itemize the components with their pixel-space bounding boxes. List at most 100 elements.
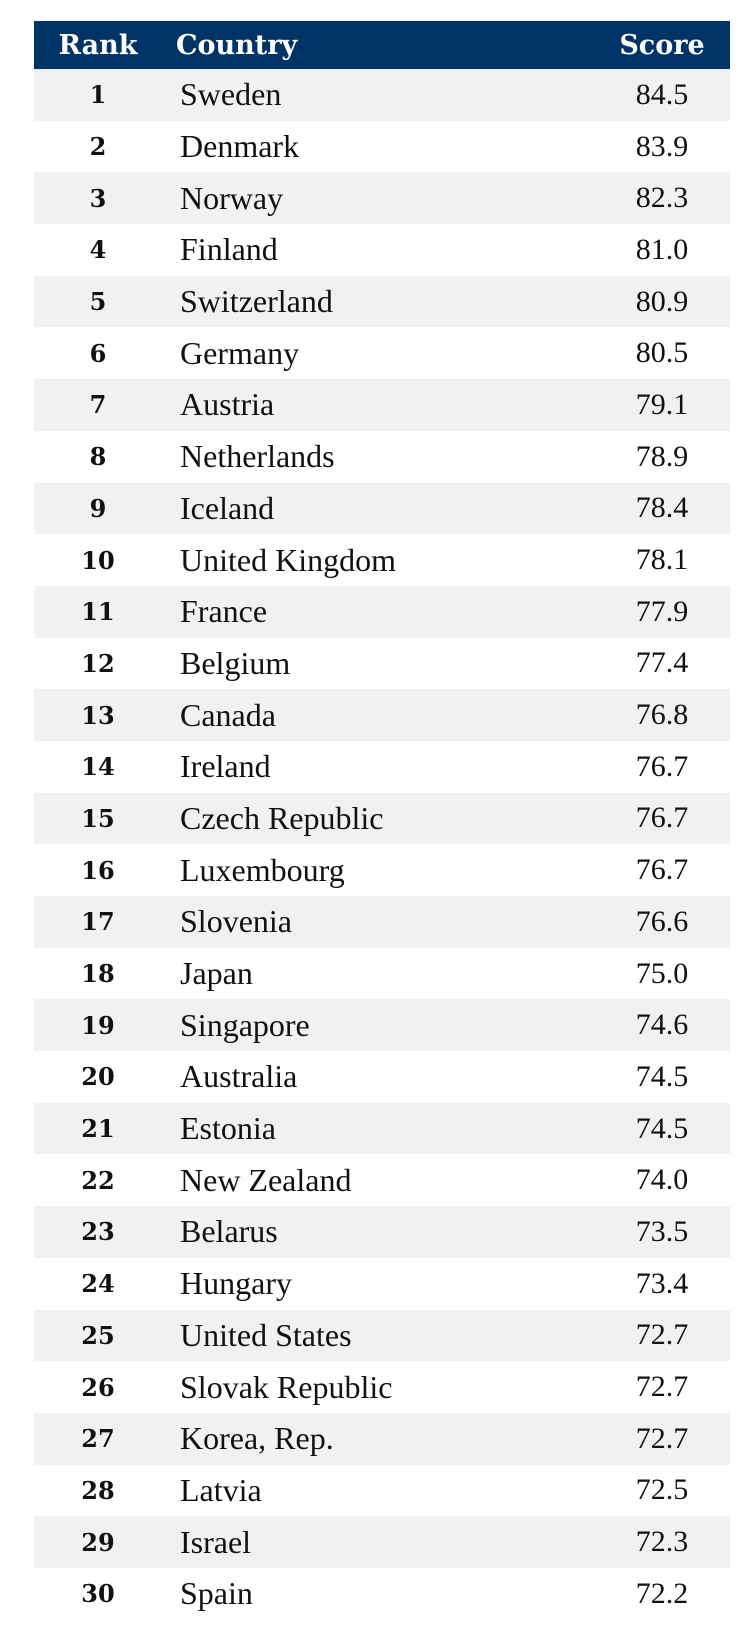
rank-cell: 11 bbox=[81, 597, 115, 627]
score-cell: 72.2 bbox=[635, 1576, 689, 1610]
country-cell: Czech Republic bbox=[180, 799, 384, 836]
score-cell: 76.7 bbox=[635, 801, 689, 835]
table-row: 16 Luxembourg 76.7 bbox=[34, 844, 730, 896]
country-cell: Sweden bbox=[180, 76, 282, 113]
rank-cell: 10 bbox=[81, 545, 115, 575]
score-cell: 83.9 bbox=[635, 129, 689, 163]
rank-cell: 22 bbox=[81, 1165, 115, 1195]
score-cell: 73.4 bbox=[635, 1266, 689, 1300]
rank-cell: 20 bbox=[81, 1062, 115, 1092]
score-cell: 76.8 bbox=[635, 698, 689, 732]
score-cell: 78.9 bbox=[635, 439, 689, 473]
table-row: 22 New Zealand 74.0 bbox=[34, 1154, 730, 1207]
country-cell: Switzerland bbox=[180, 283, 333, 320]
country-cell: Luxembourg bbox=[180, 851, 345, 888]
country-cell: United Kingdom bbox=[180, 541, 396, 578]
country-cell: Slovak Republic bbox=[180, 1368, 393, 1405]
table-row: 26 Slovak Republic 72.7 bbox=[34, 1361, 730, 1413]
score-cell: 82.3 bbox=[635, 181, 689, 215]
score-cell: 72.7 bbox=[635, 1370, 689, 1404]
score-cell: 72.7 bbox=[635, 1421, 689, 1455]
country-cell: Germany bbox=[180, 334, 300, 371]
table-row: 13 Canada 76.8 bbox=[34, 689, 730, 741]
table-row: 3 Norway 82.3 bbox=[34, 172, 730, 225]
table-row: 19 Singapore 74.6 bbox=[34, 999, 730, 1052]
country-cell: Denmark bbox=[180, 128, 300, 165]
score-cell: 72.7 bbox=[635, 1318, 689, 1352]
table-row: 20 Australia 74.5 bbox=[34, 1051, 730, 1103]
score-cell: 77.4 bbox=[635, 646, 689, 680]
table-row: 14 Ireland 76.7 bbox=[34, 740, 730, 793]
rank-cell: 8 bbox=[89, 442, 107, 472]
rank-cell: 27 bbox=[81, 1424, 115, 1454]
rank-cell: 15 bbox=[81, 803, 115, 833]
rank-cell: 30 bbox=[81, 1579, 115, 1609]
table-row: 21 Estonia 74.5 bbox=[34, 1102, 730, 1155]
score-cell: 74.6 bbox=[635, 1008, 689, 1042]
score-cell: 79.1 bbox=[635, 387, 689, 421]
rank-cell: 4 bbox=[89, 235, 107, 265]
ranking-table: Rank Country Score 1 Sweden 84.5 2 Denmark 83… bbox=[34, 21, 730, 1620]
country-cell: Australia bbox=[180, 1058, 298, 1095]
country-cell: Slovenia bbox=[180, 903, 292, 940]
rank-cell: 7 bbox=[89, 390, 107, 420]
country-cell: Belarus bbox=[180, 1213, 278, 1250]
rank-cell: 5 bbox=[89, 287, 107, 317]
score-cell: 76.7 bbox=[635, 749, 689, 783]
table-row: 5 Switzerland 80.9 bbox=[34, 275, 730, 328]
score-cell: 77.9 bbox=[635, 594, 689, 628]
table-row: 10 United Kingdom 78.1 bbox=[34, 534, 730, 586]
score-cell: 74.0 bbox=[635, 1163, 689, 1197]
table-row: 2 Denmark 83.9 bbox=[34, 120, 730, 173]
country-cell: France bbox=[180, 593, 268, 630]
rank-cell: 12 bbox=[81, 648, 115, 678]
score-cell: 76.6 bbox=[635, 904, 689, 938]
rank-cell: 24 bbox=[81, 1269, 115, 1299]
header-rank: Rank bbox=[58, 29, 138, 61]
country-cell: New Zealand bbox=[180, 1161, 352, 1198]
country-cell: Hungary bbox=[180, 1265, 292, 1302]
score-cell: 74.5 bbox=[635, 1059, 689, 1093]
country-cell: Norway bbox=[180, 179, 284, 216]
country-cell: Estonia bbox=[180, 1110, 276, 1147]
table-header: Rank Country Score bbox=[34, 21, 730, 69]
rank-cell: 21 bbox=[81, 1114, 115, 1144]
table-row: 29 Israel 72.3 bbox=[34, 1516, 730, 1568]
rank-cell: 13 bbox=[81, 700, 115, 730]
header-score: Score bbox=[619, 29, 705, 61]
table-row: 17 Slovenia 76.6 bbox=[34, 896, 730, 948]
rank-cell: 14 bbox=[81, 752, 115, 782]
rank-cell: 3 bbox=[89, 183, 107, 213]
score-cell: 76.7 bbox=[635, 853, 689, 887]
table-row: 6 Germany 80.5 bbox=[34, 327, 730, 380]
header-country: Country bbox=[176, 29, 298, 61]
table-row: 7 Austria 79.1 bbox=[34, 379, 730, 431]
score-cell: 84.5 bbox=[635, 77, 689, 111]
country-cell: Singapore bbox=[180, 1006, 310, 1043]
table-row: 28 Latvia 72.5 bbox=[34, 1464, 730, 1517]
rank-cell: 16 bbox=[81, 855, 115, 885]
country-cell: Netherlands bbox=[180, 438, 335, 475]
country-cell: Austria bbox=[180, 386, 275, 423]
score-cell: 78.1 bbox=[635, 543, 689, 577]
table-row: 15 Czech Republic 76.7 bbox=[34, 792, 730, 845]
table-row: 30 Spain 72.2 bbox=[34, 1567, 730, 1620]
country-cell: United States bbox=[180, 1316, 352, 1353]
country-cell: Korea, Rep. bbox=[180, 1420, 334, 1457]
table-body: 1 Sweden 84.5 2 Denmark 83.9 3 Norway 82.3 4 Finla… bbox=[34, 69, 730, 1620]
score-cell: 73.5 bbox=[635, 1214, 689, 1248]
table-row: 1 Sweden 84.5 bbox=[34, 69, 730, 121]
country-cell: Finland bbox=[180, 231, 278, 268]
country-cell: Canada bbox=[180, 696, 276, 733]
table-row: 24 Hungary 73.4 bbox=[34, 1257, 730, 1310]
country-cell: Japan bbox=[180, 955, 253, 992]
country-cell: Spain bbox=[180, 1575, 253, 1612]
score-cell: 80.9 bbox=[635, 284, 689, 318]
score-cell: 78.4 bbox=[635, 491, 689, 525]
rank-cell: 29 bbox=[81, 1527, 115, 1557]
table-row: 8 Netherlands 78.9 bbox=[34, 430, 730, 483]
rank-cell: 19 bbox=[81, 1010, 115, 1040]
table-row: 18 Japan 75.0 bbox=[34, 947, 730, 1000]
rank-cell: 6 bbox=[89, 338, 107, 368]
table-row: 23 Belarus 73.5 bbox=[34, 1206, 730, 1258]
